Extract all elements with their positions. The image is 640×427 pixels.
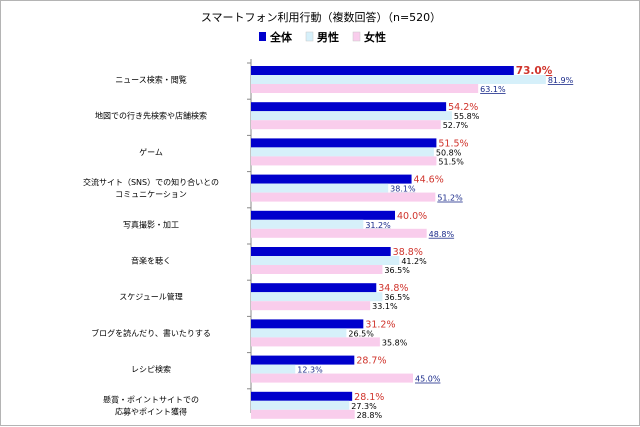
bar-male — [251, 219, 364, 229]
bar-male — [251, 111, 452, 121]
data-label-male: 41.2% — [401, 257, 427, 266]
data-label-female: 35.8% — [382, 338, 408, 347]
data-label-female: 36.5% — [384, 266, 410, 275]
bar-female — [251, 120, 441, 130]
data-label-total: 73.0% — [516, 65, 553, 77]
data-label-male: 12.3% — [297, 366, 323, 375]
bar-male — [251, 292, 383, 302]
data-label-male: 31.2% — [365, 221, 391, 230]
data-label-male: 50.8% — [436, 148, 462, 157]
data-label-male: 38.1% — [390, 185, 416, 194]
category-label: 地図での行き先検索や店舗検索 — [95, 111, 207, 121]
bar-total — [251, 66, 514, 75]
category-label: スケジュール管理 — [119, 292, 182, 302]
bar-male — [251, 75, 546, 84]
bar-total — [251, 102, 447, 112]
legend: 全体 男性 女性 — [259, 30, 386, 44]
legend-item-female: 女性 — [352, 30, 386, 44]
category-group: ブログを読んだり、書いたりする 31.2%26.5% 35.8% — [91, 315, 408, 347]
data-label-total: 40.0% — [397, 211, 427, 222]
data-label-female: 45.0% — [415, 375, 441, 384]
category-group: 音楽を聴く 38.8%41.2%36.5% — [131, 243, 427, 275]
data-label-female: 48.8% — [429, 230, 455, 239]
data-label-total: 38.8% — [393, 247, 423, 258]
data-label-total: 28.7% — [356, 356, 386, 367]
data-label-total: 34.8% — [378, 283, 408, 294]
data-label-male: 55.8% — [454, 112, 480, 121]
legend-item-male: 男性 — [305, 30, 339, 44]
data-label-total: 28.1% — [354, 392, 384, 403]
bar-male — [251, 328, 347, 338]
category-group: 地図での行き先検索や店舗検索 54.2%55.8%52.7% — [95, 98, 480, 130]
bar-female — [251, 156, 437, 166]
data-label-total: 51.5% — [438, 138, 468, 149]
category-label: ゲーム — [139, 147, 163, 157]
bar-male — [251, 183, 389, 193]
category-label: 音楽を聴く — [131, 256, 171, 266]
category-group: スケジュール管理 34.8%36.5%33.1% — [119, 279, 410, 311]
legend-label-female: 女性 — [364, 30, 386, 44]
bar-female — [251, 192, 436, 202]
category-group: レシピ検索 28.7% 12.3% 45.0% — [131, 352, 441, 384]
data-label-male: 81.9% — [548, 76, 574, 85]
data-label-female: 63.1% — [480, 85, 506, 94]
category-label: ブログを読んだり、書いたりする — [91, 328, 211, 338]
category-label: レシピ検索 — [131, 364, 171, 374]
bar-total — [251, 319, 364, 329]
data-label-male: 27.3% — [351, 402, 377, 411]
bar-total — [251, 355, 355, 365]
category-label: コミュニケーション — [115, 190, 187, 199]
chart-title: スマートフォン利用行動（複数回答）（n=520） — [201, 10, 441, 24]
data-label-total: 54.2% — [448, 102, 478, 113]
category-label: 交流サイト（SNS）での知り合いとの — [83, 177, 219, 187]
data-label-total: 44.6% — [414, 175, 444, 186]
bar-male — [251, 400, 350, 410]
data-label-female: 51.5% — [438, 157, 464, 166]
legend-item-total: 全体 — [259, 30, 293, 44]
bar-male — [251, 147, 434, 157]
data-label-male: 36.5% — [384, 293, 410, 302]
data-label-male: 26.5% — [348, 329, 374, 338]
plot-area: ニュース検索・閲覧 73.0%81.9% 63.1% 地図での行き先検索や店舗検索 54… — [83, 59, 574, 420]
bar-total — [251, 138, 437, 148]
data-label-female: 28.8% — [357, 411, 383, 420]
category-group: ニュース検索・閲覧 73.0%81.9% 63.1% — [115, 62, 574, 94]
bar-female — [251, 228, 427, 238]
bar-male — [251, 256, 400, 265]
category-label: 懸賞・ポイントサイトでの — [103, 394, 199, 404]
legend-label-total: 全体 — [269, 30, 293, 44]
bar-total — [251, 283, 377, 293]
bar-female — [251, 84, 479, 93]
category-group: 写真撮影・加工 40.0% 31.2% 48.8% — [123, 207, 455, 239]
bar-female — [251, 409, 355, 419]
bar-male — [251, 364, 296, 374]
data-label-female: 52.7% — [443, 121, 469, 130]
category-label: 写真撮影・加工 — [123, 219, 179, 229]
data-label-total: 31.2% — [365, 319, 395, 330]
bar-total — [251, 247, 391, 256]
bar-total — [251, 391, 353, 401]
category-group: ゲーム 51.5%50.8%51.5% — [139, 134, 469, 166]
bar-female — [251, 301, 371, 311]
legend-swatch-male — [305, 31, 314, 42]
legend-swatch-female — [352, 31, 361, 42]
category-label: ニュース検索・閲覧 — [115, 75, 187, 85]
category-label: 応募やポイント獲得 — [115, 406, 187, 416]
bar-female — [251, 373, 413, 383]
bar-total — [251, 210, 395, 220]
bar-total — [251, 174, 412, 184]
legend-label-male: 男性 — [317, 30, 339, 44]
legend-swatch-total — [259, 32, 266, 41]
data-label-female: 33.1% — [372, 302, 398, 311]
data-label-female: 51.2% — [437, 194, 463, 203]
bar-female — [251, 337, 380, 347]
bar-female — [251, 265, 383, 274]
